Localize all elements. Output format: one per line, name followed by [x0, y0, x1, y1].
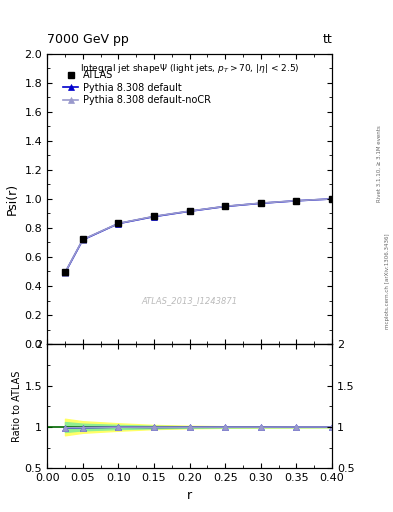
ATLAS	[330, 196, 334, 202]
ATLAS	[81, 236, 85, 242]
ATLAS	[259, 200, 263, 206]
Pythia 8.308 default	[187, 208, 192, 215]
Pythia 8.308 default-noCR	[223, 203, 228, 209]
ATLAS	[294, 198, 299, 204]
ATLAS	[62, 269, 67, 275]
Pythia 8.308 default-noCR	[330, 196, 334, 202]
Pythia 8.308 default-noCR	[152, 214, 156, 220]
Pythia 8.308 default	[223, 203, 228, 209]
Text: ATLAS_2013_I1243871: ATLAS_2013_I1243871	[141, 296, 238, 305]
Y-axis label: Psi(r): Psi(r)	[6, 183, 19, 215]
ATLAS	[116, 220, 121, 226]
Pythia 8.308 default-noCR	[187, 208, 192, 214]
Legend: ATLAS, Pythia 8.308 default, Pythia 8.308 default-noCR: ATLAS, Pythia 8.308 default, Pythia 8.30…	[61, 68, 214, 108]
Text: 7000 GeV pp: 7000 GeV pp	[47, 33, 129, 46]
Pythia 8.308 default	[152, 214, 156, 220]
ATLAS	[223, 203, 228, 209]
Pythia 8.308 default	[62, 270, 67, 276]
Pythia 8.308 default	[81, 237, 85, 243]
Line: Pythia 8.308 default-noCR: Pythia 8.308 default-noCR	[62, 196, 335, 275]
Line: Pythia 8.308 default: Pythia 8.308 default	[62, 196, 335, 276]
Pythia 8.308 default-noCR	[259, 200, 263, 206]
ATLAS	[152, 213, 156, 219]
Text: Rivet 3.1.10, ≥ 3.1M events: Rivet 3.1.10, ≥ 3.1M events	[377, 125, 382, 202]
Y-axis label: Ratio to ATLAS: Ratio to ATLAS	[12, 371, 22, 442]
Pythia 8.308 default	[259, 200, 263, 206]
ATLAS	[187, 208, 192, 214]
Pythia 8.308 default	[294, 198, 299, 204]
Text: tt: tt	[322, 33, 332, 46]
Text: Integral jet shape$\Psi$ (light jets, $p_T$$>$70, $|\eta|$ < 2.5): Integral jet shape$\Psi$ (light jets, $p…	[80, 62, 299, 75]
Pythia 8.308 default-noCR	[62, 270, 67, 276]
Pythia 8.308 default-noCR	[81, 237, 85, 243]
Line: ATLAS: ATLAS	[61, 196, 336, 275]
Pythia 8.308 default	[116, 221, 121, 227]
Text: mcplots.cern.ch [arXiv:1306.3436]: mcplots.cern.ch [arXiv:1306.3436]	[385, 234, 389, 329]
Pythia 8.308 default-noCR	[116, 220, 121, 226]
Pythia 8.308 default	[330, 196, 334, 202]
Pythia 8.308 default-noCR	[294, 198, 299, 204]
X-axis label: r: r	[187, 489, 192, 502]
